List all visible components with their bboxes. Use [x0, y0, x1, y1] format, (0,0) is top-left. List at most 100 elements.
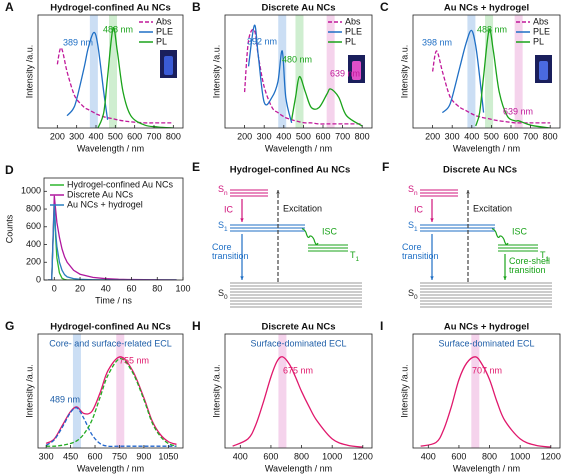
panel-letter: C	[380, 0, 389, 14]
series-line	[243, 28, 363, 125]
series-line	[56, 47, 174, 124]
legend-label: Hydrogel-confined Au NCs	[67, 179, 174, 189]
y-axis-label: Intensity /a.u.	[24, 364, 34, 418]
y-axis-label: Intensity /a.u.	[399, 364, 409, 418]
diagram-title: Discrete Au NCs	[443, 165, 517, 176]
legend-label: PL	[345, 36, 356, 46]
highlight-band	[326, 15, 335, 128]
x-tick-label: 200	[50, 131, 65, 141]
state-subscript: 0	[224, 294, 228, 301]
y-tick-label: 1000	[21, 186, 41, 196]
x-tick-label: 800	[294, 451, 309, 461]
y-tick-label: 600	[26, 221, 41, 231]
state-symbol: S	[408, 288, 414, 298]
state-label: S1	[218, 220, 228, 232]
legend-label: Abs	[533, 16, 549, 26]
y-axis-label: Intensity /a.u.	[211, 45, 221, 99]
y-axis-label: Counts	[4, 214, 14, 243]
plot-frame	[37, 333, 184, 449]
core-shell-label-line: Core-shell	[509, 256, 550, 266]
x-tick-label: 800	[355, 131, 370, 141]
x-axis-label: Wavelength / nm	[265, 463, 332, 473]
chart-title: Au NCs + hydrogel	[444, 3, 529, 14]
state-label: S1	[408, 220, 418, 232]
x-tick-label: 1200	[541, 451, 561, 461]
x-axis-label: Wavelength / nm	[77, 143, 144, 153]
legend-label: PL	[533, 36, 544, 46]
chart-title: Discrete Au NCs	[261, 322, 335, 333]
highlight-band	[89, 15, 98, 128]
excitation-label: Excitation	[473, 203, 512, 213]
excitation-label: Excitation	[283, 203, 322, 213]
x-tick-label: 1000	[322, 451, 342, 461]
series-line	[420, 356, 551, 448]
state-symbol: S	[218, 220, 224, 230]
x-tick-label: 750	[112, 451, 127, 461]
x-tick-label: 400	[421, 451, 436, 461]
panel-letter: I	[380, 319, 383, 333]
x-axis-label: Wavelength / nm	[453, 143, 520, 153]
ic-label: IC	[224, 204, 234, 214]
highlight-band	[109, 15, 118, 128]
series-line	[232, 356, 363, 448]
x-tick-label: 40	[101, 283, 111, 293]
x-tick-label: 700	[523, 131, 538, 141]
state-label: T1	[540, 250, 550, 262]
series-line	[97, 27, 174, 128]
x-axis-label: Time / ns	[95, 295, 132, 305]
x-tick-label: 300	[69, 131, 84, 141]
peak-annotation: 488 nm	[477, 24, 507, 34]
panel-letter: B	[192, 0, 201, 14]
series-line	[66, 31, 109, 120]
x-tick-label: 600	[315, 131, 330, 141]
legend-label: Abs	[156, 16, 172, 26]
state-label: S0	[408, 288, 418, 300]
core-label-line: Core	[402, 242, 422, 252]
x-tick-label: 400	[88, 131, 103, 141]
state-symbol: T	[540, 250, 546, 260]
series-line	[46, 357, 177, 447]
legend-label: Au NCs + hydrogel	[67, 199, 143, 209]
x-tick-label: 450	[63, 451, 78, 461]
series-line	[45, 407, 177, 448]
x-tick-label: 1000	[510, 451, 530, 461]
plot-frame	[412, 333, 561, 449]
vial-glow	[539, 61, 548, 80]
highlight-band	[72, 334, 81, 448]
x-tick-label: 900	[136, 451, 151, 461]
highlight-band	[116, 334, 125, 448]
plot-frame	[37, 14, 184, 129]
y-tick-label: 800	[26, 203, 41, 213]
x-tick-label: 800	[166, 131, 181, 141]
chart-subtitle: Core- and surface-related ECL	[49, 338, 172, 348]
state-label: Sn	[218, 184, 228, 196]
peak-annotation: 392 nm	[247, 36, 277, 46]
x-axis-label: Wavelength / nm	[265, 143, 332, 153]
peak-annotation: 639 nm	[503, 106, 533, 116]
state-symbol: S	[408, 220, 414, 230]
isc-wave	[491, 228, 509, 245]
series-line	[247, 24, 293, 124]
highlight-band	[471, 334, 480, 448]
highlight-band	[295, 15, 304, 128]
x-tick-label: 60	[127, 283, 137, 293]
state-symbol: T	[350, 250, 356, 260]
x-tick-label: 300	[39, 451, 54, 461]
state-symbol: S	[218, 288, 224, 298]
x-tick-label: 300	[445, 131, 460, 141]
series-line	[441, 29, 485, 114]
x-axis-label: Wavelength / nm	[453, 463, 520, 473]
core-label-line: transition	[212, 251, 249, 261]
series-line	[431, 50, 551, 124]
legend-label: PLE	[345, 26, 362, 36]
state-label: Sn	[408, 184, 418, 196]
panel-letter: F	[382, 160, 389, 174]
x-tick-label: 600	[88, 451, 103, 461]
y-axis-label: Intensity /a.u.	[24, 45, 34, 99]
chart-title: Hydrogel-confined Au NCs	[50, 322, 171, 333]
panel-letter: D	[5, 163, 14, 177]
core-arrow-head	[430, 276, 434, 280]
plot-frame	[412, 14, 561, 129]
excitation-arrow-head	[276, 190, 280, 194]
